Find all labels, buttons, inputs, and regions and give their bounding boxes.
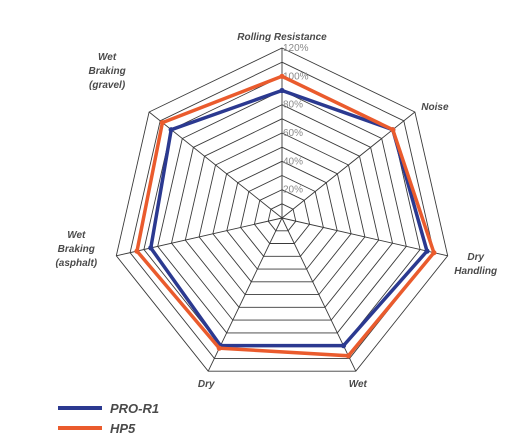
data-point-hp5-3 bbox=[345, 353, 351, 359]
tick-label-120: 120% bbox=[283, 43, 309, 54]
legend-item-pro-r1: PRO-R1 bbox=[58, 398, 159, 418]
grid-ring-90 bbox=[157, 90, 407, 334]
grid-ring-60 bbox=[198, 132, 366, 296]
tick-label-20: 20% bbox=[283, 185, 303, 196]
legend-label-pro-r1: PRO-R1 bbox=[110, 400, 160, 416]
legend-label-hp5: HP5 bbox=[110, 420, 136, 436]
data-point-pro-r1-0 bbox=[279, 87, 285, 94]
axis-label-6: Wet Braking (gravel) bbox=[88, 52, 125, 91]
grid-ring-110 bbox=[129, 61, 435, 359]
data-point-hp5-1 bbox=[390, 127, 396, 133]
axis-label-5: Wet Braking (asphalt) bbox=[55, 230, 97, 269]
series-layer bbox=[134, 73, 437, 359]
spoke-2 bbox=[281, 217, 448, 257]
grid-ring-120 bbox=[115, 47, 449, 372]
grid-ring-40 bbox=[226, 160, 338, 270]
data-point-hp5-5 bbox=[134, 248, 140, 254]
axis-label-1: Noise bbox=[421, 102, 449, 113]
axis-label-2: Dry Handling bbox=[454, 252, 497, 277]
spoke-6 bbox=[148, 111, 283, 219]
legend: PRO-R1 HP5 bbox=[58, 398, 159, 438]
data-point-pro-r1-3 bbox=[340, 343, 347, 349]
data-point-hp5-6 bbox=[159, 120, 165, 126]
data-point-hp5-4 bbox=[216, 345, 222, 351]
tick-labels: 20% 40% 60% 80% 100% 120% bbox=[283, 43, 309, 196]
grid-ring-80 bbox=[171, 104, 393, 321]
radar-chart: 20% 40% 60% 80% 100% 120% Rolling Resistance N… bbox=[55, 32, 497, 390]
legend-swatch-pro-r1 bbox=[58, 406, 102, 410]
data-point-pro-r1-6 bbox=[168, 127, 174, 133]
grid-ring-10 bbox=[267, 203, 297, 232]
grid-ring-50 bbox=[212, 146, 352, 283]
data-point-pro-r1-2 bbox=[424, 248, 430, 254]
data-point-hp5-2 bbox=[431, 250, 437, 256]
axis-label-3: WetHandling bbox=[336, 379, 379, 390]
tick-label-60: 60% bbox=[283, 128, 303, 139]
axis-label-0: Rolling Resistance bbox=[237, 32, 327, 43]
data-point-pro-r1-5 bbox=[148, 245, 154, 251]
tick-label-100: 100% bbox=[283, 71, 309, 82]
axis-label-4: DryBraking bbox=[188, 379, 225, 390]
series-line-hp5 bbox=[135, 74, 436, 358]
grid-ring-30 bbox=[240, 175, 324, 257]
legend-swatch-hp5 bbox=[58, 426, 102, 430]
grid-ring-70 bbox=[184, 118, 380, 308]
spoke-5 bbox=[116, 217, 283, 257]
tick-label-40: 40% bbox=[283, 156, 303, 167]
grid-ring-20 bbox=[253, 189, 311, 244]
tick-label-80: 80% bbox=[283, 100, 303, 111]
legend-item-hp5: HP5 bbox=[58, 418, 159, 438]
data-point-hp5-0 bbox=[279, 73, 285, 79]
